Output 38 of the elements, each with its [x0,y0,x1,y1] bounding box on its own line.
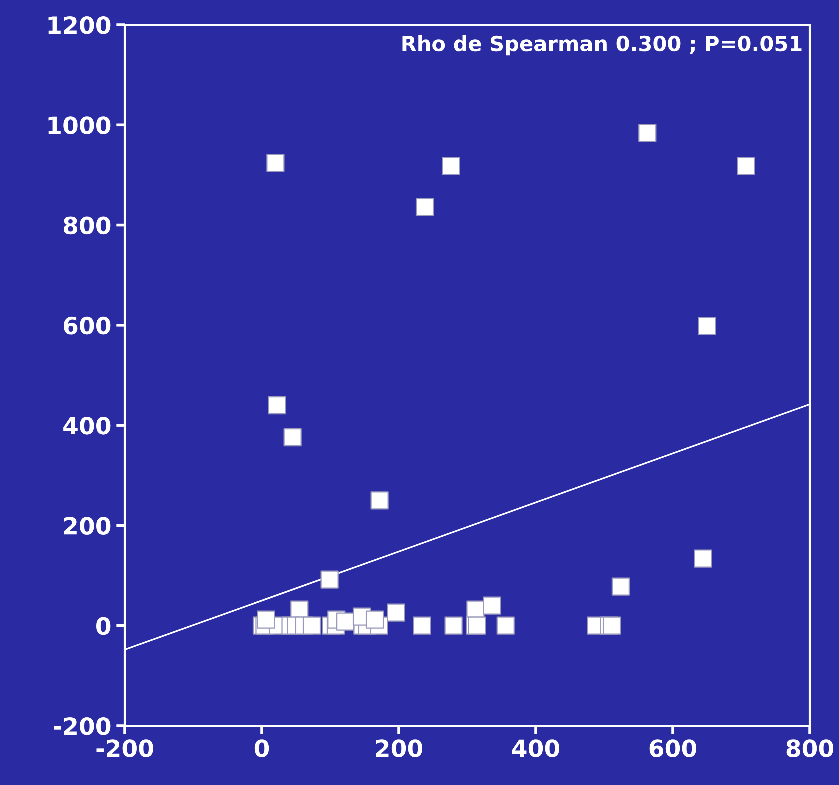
y-tick-label: -200 [54,717,111,736]
x-tick-label: 800 [786,740,834,758]
point [737,157,756,176]
x-tick-label: 200 [376,740,423,758]
point [387,604,406,622]
point [336,612,355,631]
x-tick-label: -200 [96,740,154,758]
point [320,570,339,589]
point [698,317,716,336]
point [694,550,712,568]
y-tick-label: 1200 [48,16,111,34]
x-tick-label: 400 [512,740,560,758]
point [370,492,389,510]
y-tick-label: 800 [64,216,111,235]
point [468,616,486,635]
point [413,616,432,635]
point [416,198,434,216]
point [602,616,622,635]
y-tick-label: 400 [64,417,111,435]
point [444,616,463,635]
point [302,616,322,635]
point [257,610,276,629]
point [483,596,502,615]
point [638,124,657,142]
point [442,157,460,176]
y-tick-label: 1000 [48,116,111,134]
annotation: Rho de Spearman 0.300 ; P=0.051 [402,36,802,56]
point [366,610,384,629]
point [268,396,286,415]
x-tick-label: 0 [254,740,270,758]
y-tick-label: 200 [64,517,111,536]
y-tick-label: 600 [64,316,111,335]
point [612,578,630,596]
point [496,616,515,635]
point [284,428,302,447]
y-tick-label: 0 [96,617,111,636]
point [266,154,285,172]
x-tick-label: 600 [650,740,697,758]
